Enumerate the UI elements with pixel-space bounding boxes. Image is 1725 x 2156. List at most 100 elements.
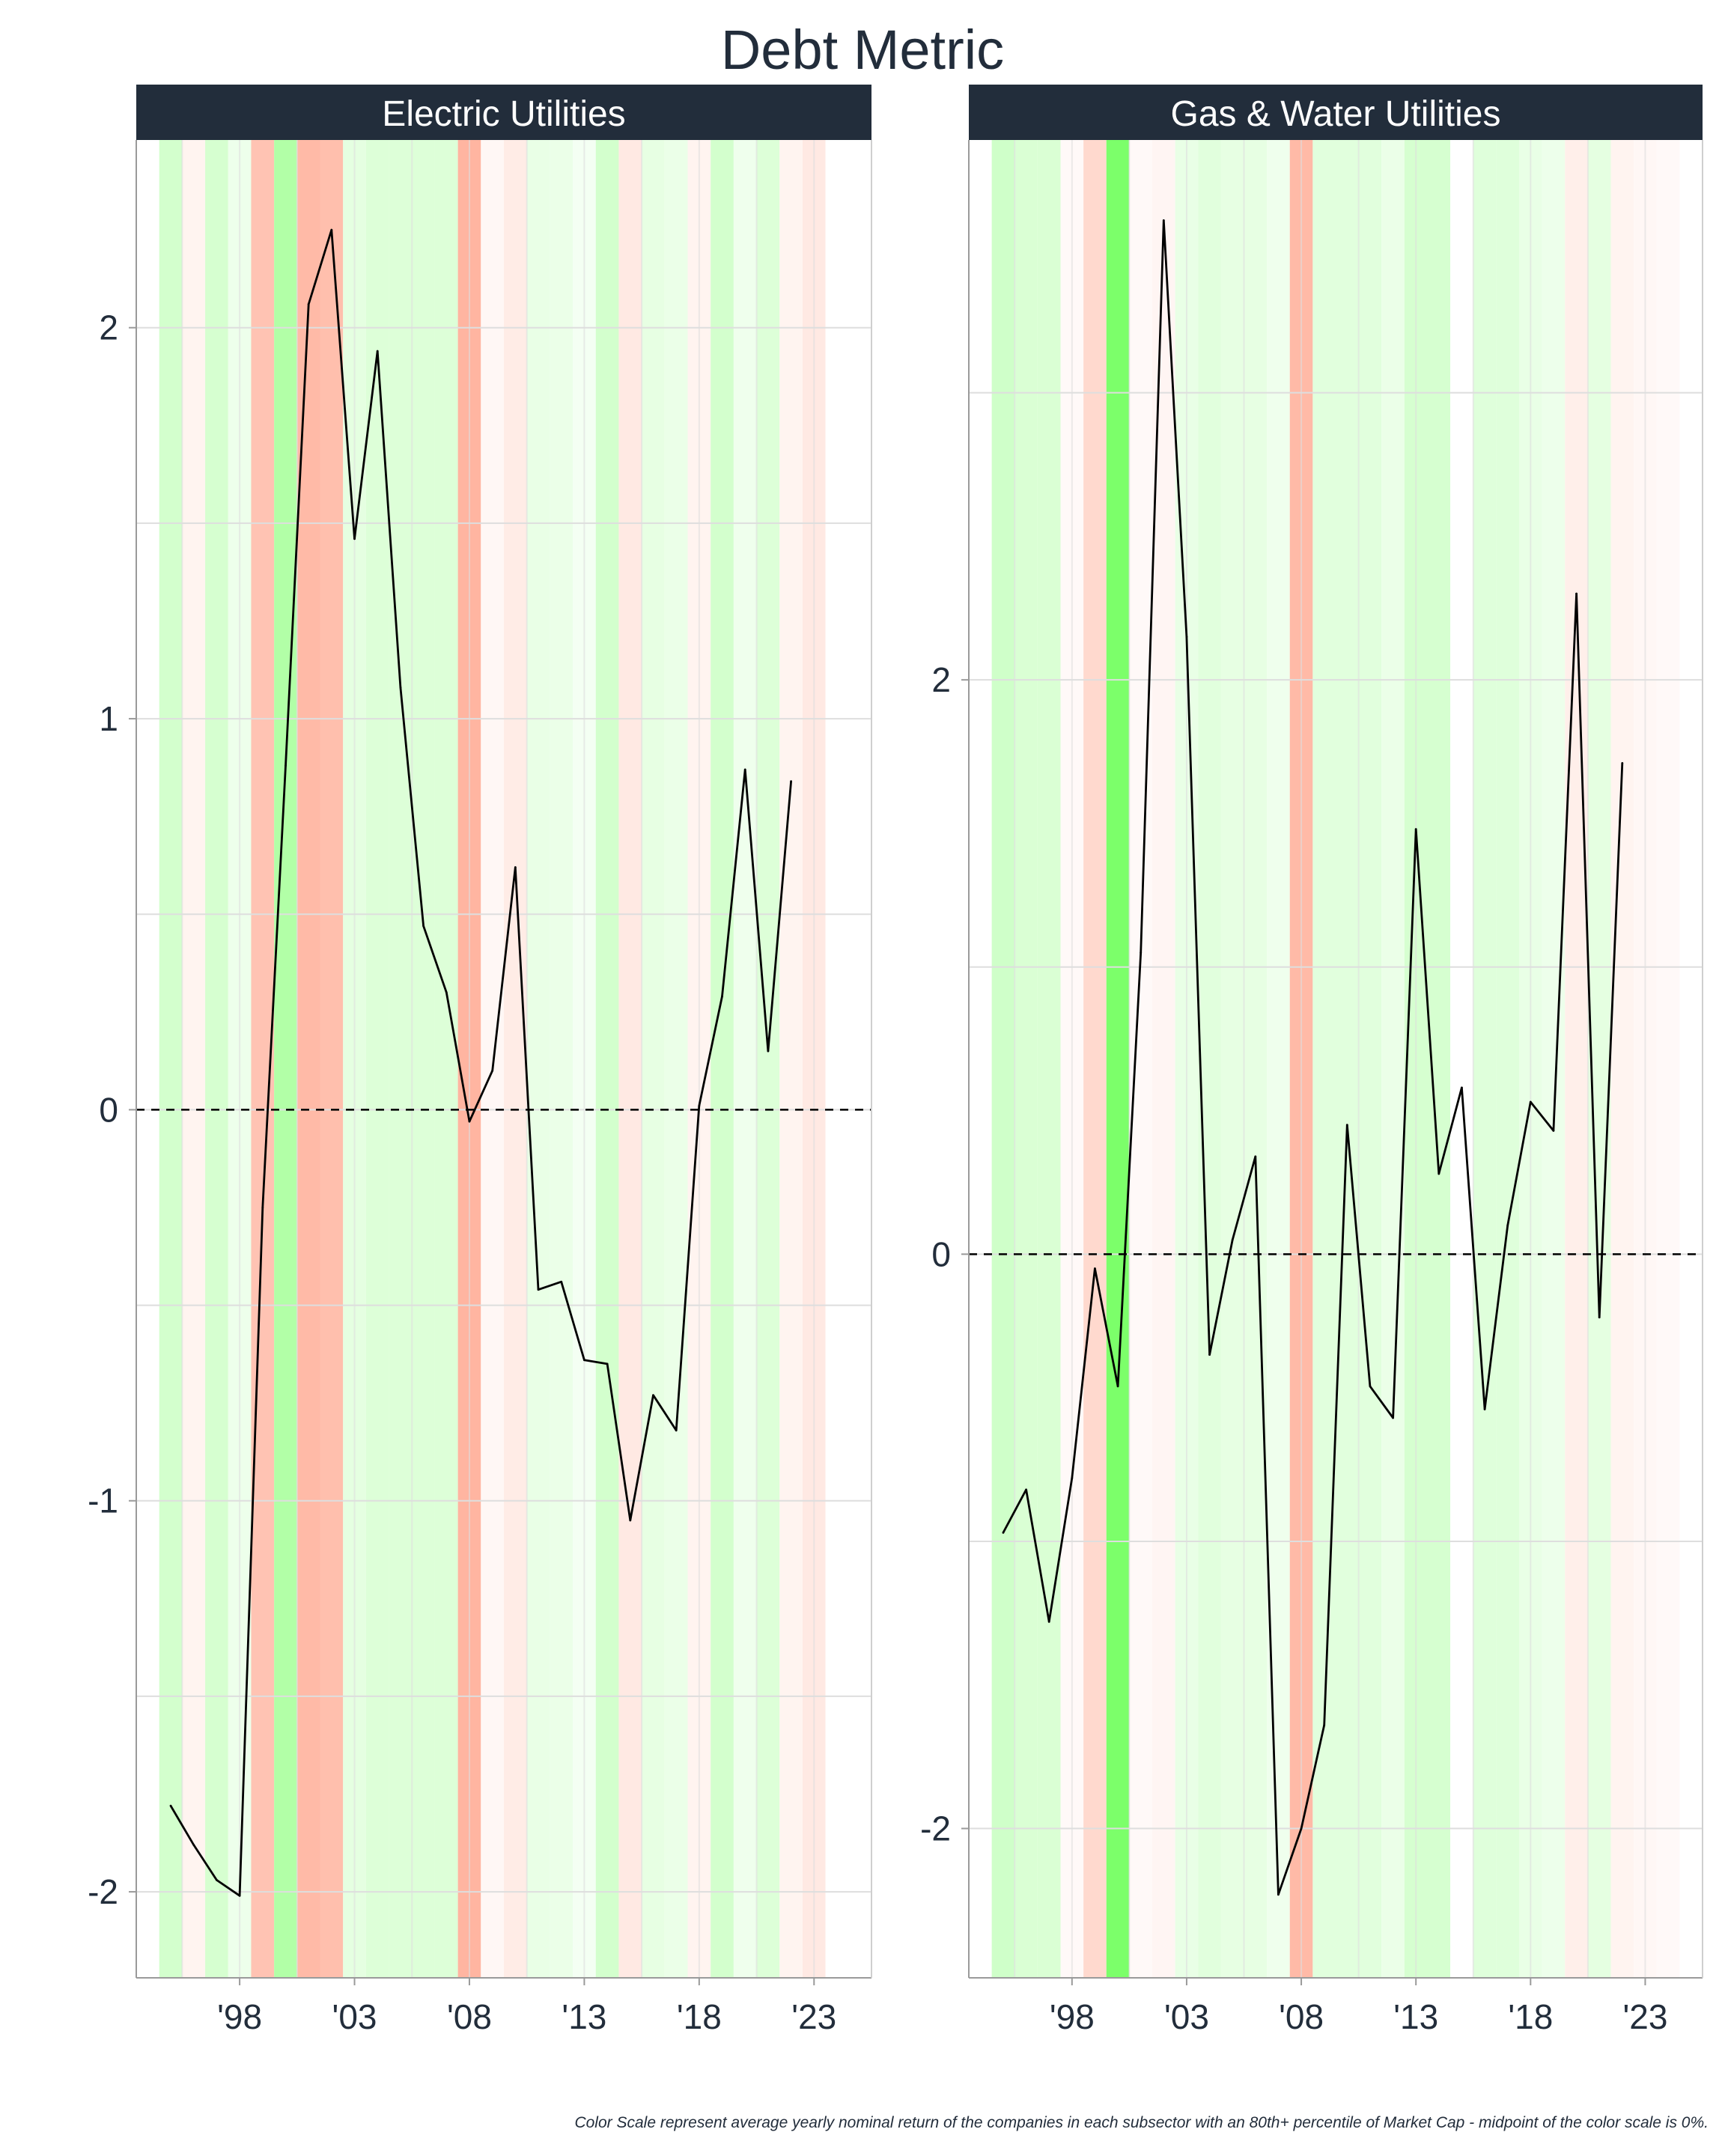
return-band-2016 xyxy=(642,140,665,1978)
x-axis-ticks: '98 '03 '08 '13 '18 '23 xyxy=(1050,1978,1667,2036)
data-point xyxy=(1277,1893,1280,1896)
return-band-2009 xyxy=(481,140,504,1978)
return-band-2012 xyxy=(550,140,574,1978)
return-band-2011 xyxy=(1358,140,1382,1978)
data-point xyxy=(1506,1224,1509,1227)
data-point xyxy=(583,1359,585,1362)
x-axis-ticks: '98 '03 '08 '13 '18 '23 xyxy=(217,1978,836,2036)
x-tick-label: '03 xyxy=(332,1997,377,2036)
return-band-2020 xyxy=(1565,140,1588,1978)
x-tick-label: '13 xyxy=(1393,1997,1438,2036)
return-band-2009 xyxy=(1312,140,1336,1978)
data-point xyxy=(1438,1172,1440,1175)
data-point xyxy=(491,1069,494,1072)
return-band-2012 xyxy=(1381,140,1405,1978)
data-point xyxy=(743,768,746,771)
return-band-1996 xyxy=(1014,140,1038,1978)
chart-title: Debt Metric xyxy=(721,19,1004,81)
return-band-2000 xyxy=(274,140,297,1978)
return-band-2021 xyxy=(756,140,780,1978)
data-point xyxy=(629,1519,632,1522)
data-point xyxy=(1116,1385,1119,1388)
data-point xyxy=(422,925,425,928)
return-band-2002 xyxy=(1152,140,1175,1978)
data-point xyxy=(1323,1724,1326,1726)
return-band-2015 xyxy=(1450,140,1473,1978)
return-band-2007 xyxy=(1267,140,1290,1978)
panel-strip-label: Gas & Water Utilities xyxy=(1171,94,1501,134)
data-point xyxy=(261,1206,264,1209)
data-point xyxy=(1461,1086,1463,1089)
data-point xyxy=(606,1362,609,1365)
return-band-2006 xyxy=(1244,140,1268,1978)
x-tick-label: '03 xyxy=(1164,1997,1209,2036)
x-tick-label: '08 xyxy=(1279,1997,1324,2036)
x-tick-label: '18 xyxy=(677,1997,722,2036)
return-band-2015 xyxy=(618,140,642,1978)
y-tick-label: -2 xyxy=(920,1809,951,1848)
return-band-2010 xyxy=(1336,140,1359,1978)
x-tick-label: '23 xyxy=(791,1997,836,2036)
data-point xyxy=(330,228,333,231)
data-point xyxy=(468,1120,471,1123)
y-tick-label: 2 xyxy=(931,660,951,699)
y-tick-label: 2 xyxy=(99,308,118,347)
data-point xyxy=(560,1280,563,1283)
data-point xyxy=(1071,1477,1074,1479)
return-band-2007 xyxy=(434,140,458,1978)
data-point xyxy=(307,302,310,305)
return-band-2002 xyxy=(320,140,344,1978)
return-band-1995 xyxy=(159,140,183,1978)
return-band-2001 xyxy=(1129,140,1152,1978)
gridlines xyxy=(969,140,1703,1978)
return-band-2011 xyxy=(526,140,550,1978)
data-point xyxy=(767,1050,770,1053)
panel-strip xyxy=(969,85,1703,140)
data-point xyxy=(445,991,448,994)
caption: Color Scale represent average yearly nom… xyxy=(574,2114,1709,2131)
panel-gas-water-utilities: Gas & Water Utilities -202 '98'03'08'13 '… xyxy=(920,85,1703,2036)
data-point xyxy=(1208,1353,1211,1356)
x-tick-label: '13 xyxy=(562,1997,606,2036)
return-band-1999 xyxy=(1083,140,1107,1978)
return-band-2010 xyxy=(504,140,527,1978)
data-point xyxy=(1025,1488,1027,1491)
return-band-2017 xyxy=(664,140,688,1978)
debt-metric-line xyxy=(1002,219,1624,1896)
data-point xyxy=(1392,1416,1394,1419)
data-point xyxy=(1345,1124,1348,1127)
data-point xyxy=(1162,219,1165,222)
debt-metric-line xyxy=(169,228,792,1897)
data-point xyxy=(353,538,356,540)
return-band-2005 xyxy=(1220,140,1244,1978)
return-band-1996 xyxy=(182,140,206,1978)
return-band-2017 xyxy=(1496,140,1519,1978)
data-point xyxy=(1529,1100,1532,1103)
y-axis-ticks: -2 0 2 xyxy=(920,660,969,1848)
panel-strip-label: Electric Utilities xyxy=(382,94,625,134)
data-point xyxy=(1621,761,1624,764)
data-point xyxy=(537,1288,540,1291)
x-tick-label: '08 xyxy=(447,1997,492,2036)
gridlines xyxy=(136,140,872,1978)
data-point xyxy=(1575,592,1578,595)
return-band-2000 xyxy=(1106,140,1130,1978)
data-point xyxy=(1254,1155,1257,1158)
y-axis-ticks: -2 -1 0 1 2 xyxy=(88,308,136,1911)
data-point xyxy=(1047,1620,1050,1623)
data-point xyxy=(285,764,287,767)
return-band-2001 xyxy=(296,140,320,1978)
return-band-2019 xyxy=(711,140,734,1978)
data-point xyxy=(1140,951,1143,954)
panel-strip xyxy=(136,85,871,140)
x-tick-label: '18 xyxy=(1508,1997,1553,2036)
return-bands xyxy=(159,140,849,1978)
data-point xyxy=(192,1844,195,1846)
return-band-2004 xyxy=(1198,140,1221,1978)
data-point xyxy=(216,1879,218,1881)
return-band-2022 xyxy=(779,140,803,1978)
x-tick-label: '23 xyxy=(1622,1997,1667,2036)
data-point xyxy=(698,1104,701,1107)
data-point xyxy=(675,1429,678,1432)
data-point xyxy=(790,780,792,783)
